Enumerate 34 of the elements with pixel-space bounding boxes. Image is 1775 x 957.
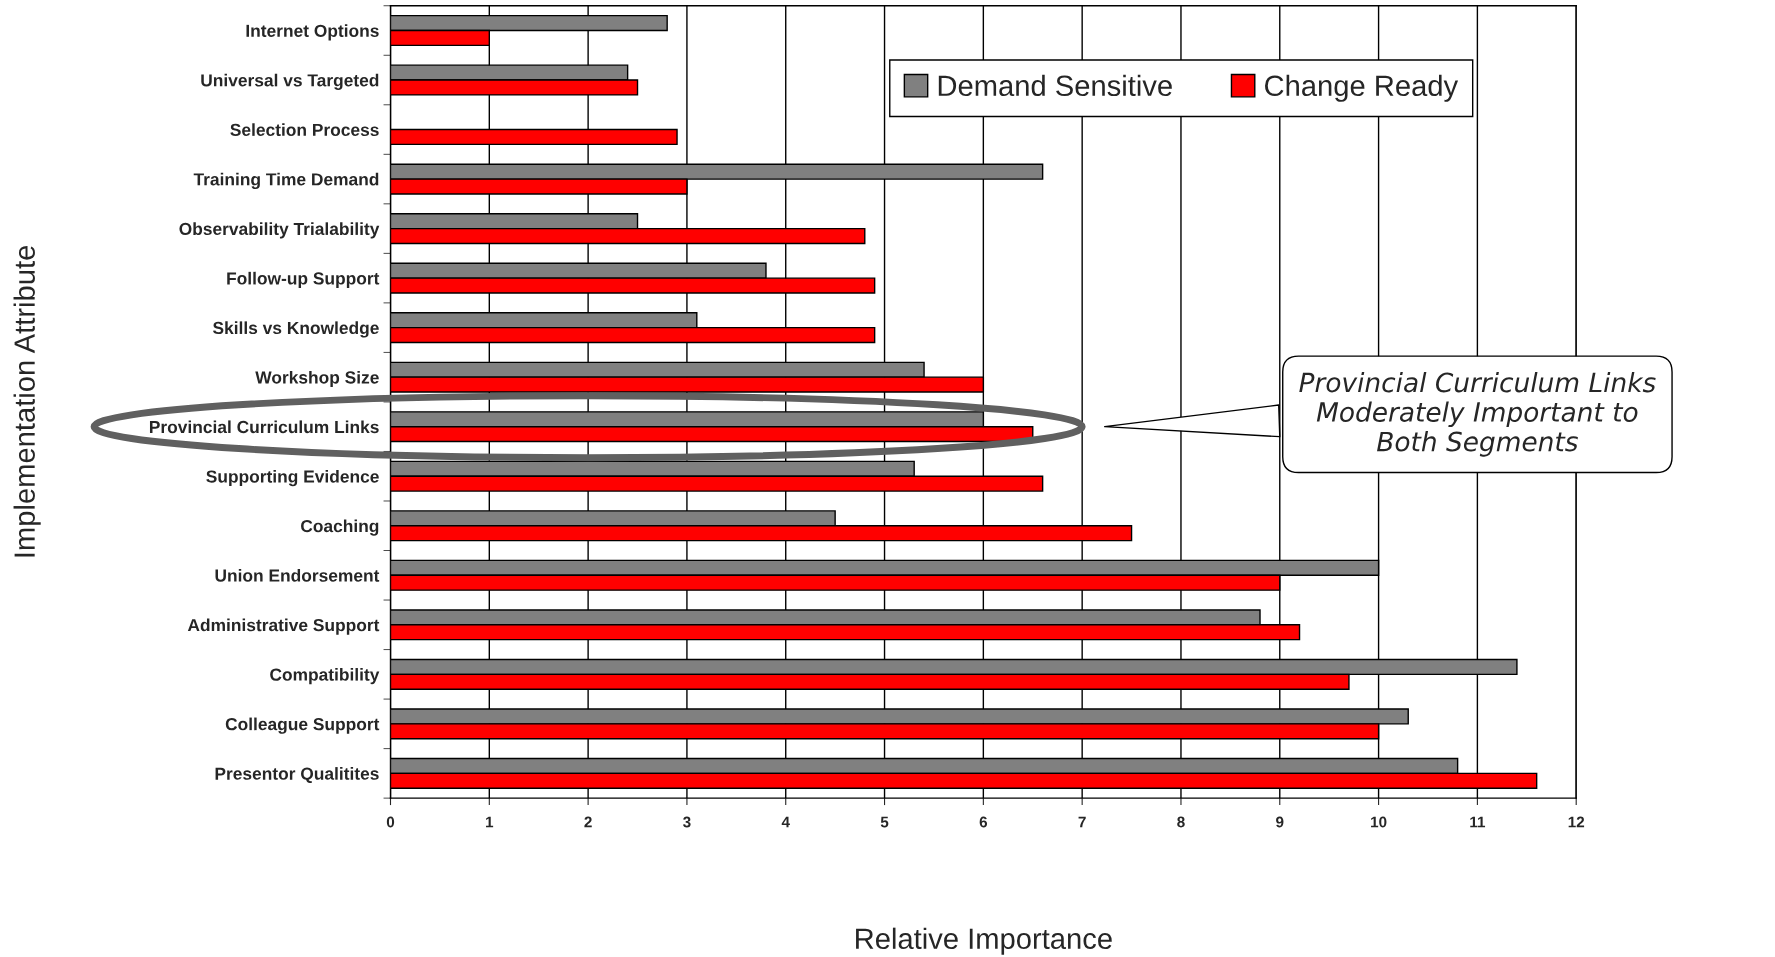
x-tick-label: 4 [781, 816, 790, 828]
y-tick-label: Provincial Curriculum Links [149, 420, 379, 434]
y-tick-label: Presentor Qualitites [215, 767, 379, 784]
x-axis-title: Relative Importance [856, 927, 1112, 955]
x-tick-label: 6 [979, 816, 988, 828]
y-tick-label: Training Time Demand [193, 172, 379, 190]
x-tick-label: 10 [1371, 816, 1387, 828]
y-tick-label: Supporting Evidence [206, 469, 379, 487]
annotation: Provincial Curriculum Links Moderately Important to Both Segments [1299, 372, 1656, 457]
y-tick-label: Universal vs Targeted [201, 73, 379, 90]
x-tick-label: 2 [584, 816, 592, 828]
y-tick-label: Observability Trialability [179, 222, 380, 239]
y-tick-label: Compatibility [270, 668, 380, 685]
y-tick-label: Colleague Support [225, 717, 380, 734]
x-tick-label: 8 [1177, 816, 1185, 828]
x-tick-label: 3 [683, 816, 691, 828]
x-tick-label: 9 [1276, 816, 1284, 828]
x-tick-label: 12 [1568, 816, 1585, 828]
y-tick-label: Follow-up Support [227, 271, 380, 289]
x-tick-label: 11 [1470, 816, 1486, 828]
x-tick-label: 5 [880, 816, 889, 828]
x-tick-label: 0 [386, 816, 395, 828]
y-tick-label: Union Endorsement [215, 568, 380, 582]
y-tick-label: Skills vs Knowledge [212, 321, 379, 338]
y-axis-title: Implementation Attribute [13, 245, 41, 557]
y-tick-label: Workshop Size [255, 370, 379, 388]
y-tick-label: Administrative Support [187, 618, 380, 635]
y-tick-label: Coaching [301, 519, 379, 536]
y-tick-label: Selection Process [230, 123, 379, 137]
y-tick-label: Internet Options [246, 24, 379, 41]
legend-label: Demand Sensitive [938, 74, 1172, 97]
x-tick-label: 1 [486, 816, 494, 828]
x-tick-label: 7 [1078, 816, 1086, 828]
legend-label: Change Ready [1265, 74, 1459, 102]
